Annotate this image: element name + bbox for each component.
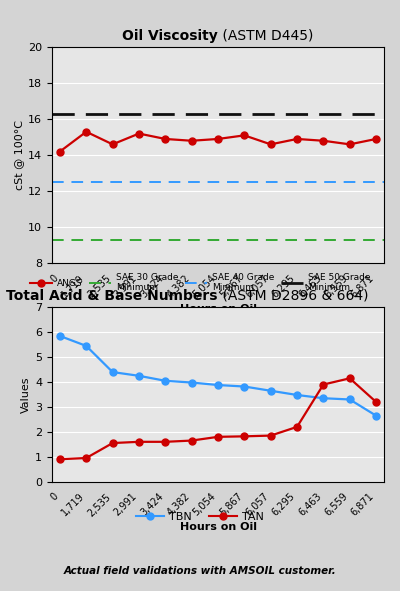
X-axis label: Hours on Oil: Hours on Oil [180, 522, 256, 532]
Text: Total Acid & Base Numbers: Total Acid & Base Numbers [6, 288, 218, 303]
Text: (ASTM D445): (ASTM D445) [218, 28, 313, 43]
Text: Oil Viscosity: Oil Viscosity [122, 28, 218, 43]
Text: Actual field validations with AMSOIL customer.: Actual field validations with AMSOIL cus… [64, 566, 336, 576]
Text: (ASTM D2896 & 664): (ASTM D2896 & 664) [218, 288, 368, 303]
Legend: TBN, TAN: TBN, TAN [132, 508, 268, 527]
Y-axis label: cSt @ 100°C: cSt @ 100°C [14, 120, 24, 190]
Y-axis label: Values: Values [21, 376, 31, 413]
X-axis label: Hours on Oil: Hours on Oil [180, 304, 256, 314]
Legend: ANGS, SAE 30 Grade
Minimum, SAE 40 Grade
Minimum, SAE 50 Grade
Minimum: ANGS, SAE 30 Grade Minimum, SAE 40 Grade… [26, 269, 374, 296]
